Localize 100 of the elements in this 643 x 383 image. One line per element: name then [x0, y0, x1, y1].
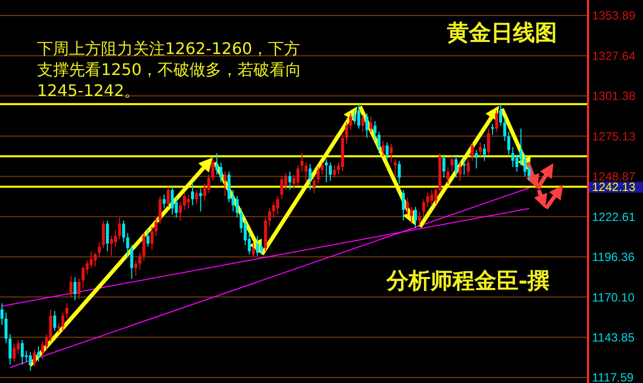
candlestick	[402, 189, 405, 222]
candlestick	[134, 260, 138, 276]
candlestick	[308, 163, 312, 190]
candlestick	[114, 229, 118, 248]
candlestick	[378, 131, 381, 154]
candlestick	[199, 188, 202, 212]
candlestick	[426, 192, 430, 208]
candlestick	[495, 110, 498, 132]
candlestick	[491, 124, 494, 136]
candlestick	[36, 346, 40, 362]
candlestick	[450, 156, 454, 172]
candlestick	[470, 142, 474, 162]
candlestick	[398, 160, 401, 184]
candlestick	[195, 189, 198, 204]
candlestick	[446, 166, 450, 184]
candlestick	[32, 348, 36, 367]
candlestick	[126, 232, 130, 258]
annotation: 下周上方阻力关注1262-1260，下方	[37, 39, 300, 58]
y-tick-label: 1196.36	[592, 250, 635, 264]
candlestick	[515, 154, 518, 172]
candlestick	[434, 186, 438, 204]
candlestick	[49, 308, 52, 342]
candlestick	[162, 194, 166, 209]
candlestick	[94, 252, 97, 268]
candlestick	[300, 152, 304, 172]
candlestick	[154, 217, 158, 236]
candlestick	[178, 202, 182, 222]
candlestick	[0, 302, 4, 326]
candlestick	[90, 250, 93, 269]
candlestick	[268, 208, 272, 228]
candlestick	[69, 275, 72, 298]
candlestick	[158, 196, 162, 224]
candlestick	[422, 198, 426, 218]
candlestick	[523, 154, 526, 177]
candlestick	[394, 158, 397, 177]
candlestick	[252, 243, 255, 258]
candlestick	[41, 341, 44, 359]
candlestick	[328, 162, 332, 182]
candlestick	[466, 158, 470, 177]
text: 黄金日线图	[446, 20, 557, 46]
candlestick	[106, 220, 109, 252]
candlestick	[458, 162, 462, 182]
candlestick	[256, 235, 259, 256]
candlestick	[430, 189, 434, 206]
candlestick	[186, 194, 190, 209]
candlestick	[474, 150, 478, 170]
candlestick	[418, 210, 422, 226]
candlestick	[304, 162, 308, 183]
candlestick	[138, 252, 142, 270]
candlestick	[276, 196, 280, 215]
candlestick	[170, 184, 174, 215]
candlestick	[320, 162, 324, 176]
candlestick	[316, 166, 320, 184]
candlestick	[519, 128, 522, 166]
candlestick	[499, 104, 502, 126]
candlestick	[215, 152, 218, 176]
y-tick-label: 1222.61	[592, 210, 636, 224]
candlestick	[507, 131, 510, 156]
candlestick	[146, 229, 150, 248]
candlestick	[16, 340, 20, 354]
candlestick	[57, 322, 60, 333]
candlestick	[28, 352, 32, 372]
candlestick	[223, 171, 226, 197]
candlestick	[288, 171, 292, 190]
candlestick	[462, 158, 466, 176]
candlestick	[482, 144, 486, 162]
y-tick-label: 1301.38	[592, 89, 636, 104]
candlestick	[191, 183, 194, 206]
candlestick	[4, 312, 8, 344]
y-tick-label: 1275.13	[592, 129, 636, 144]
candlestick	[166, 186, 170, 208]
annotation: 分析师程金臣-撰	[385, 268, 550, 294]
candlestick	[280, 176, 284, 200]
candlestick	[102, 220, 105, 249]
candlestick	[353, 110, 356, 125]
candlestick	[349, 112, 352, 131]
candlestick	[150, 226, 154, 250]
candlestick	[82, 266, 85, 289]
candlestick	[20, 340, 24, 366]
y-tick-label: 1143.85	[592, 330, 635, 344]
candlestick	[219, 162, 222, 183]
y-tick-label: 1353.89	[592, 8, 636, 23]
candlestick	[182, 192, 186, 210]
candlestick	[386, 142, 389, 160]
candlestick	[65, 302, 68, 320]
candlestick	[78, 278, 81, 300]
candlestick	[357, 104, 360, 130]
candlestick	[312, 177, 316, 194]
candlestick	[236, 196, 239, 218]
candlestick	[511, 146, 514, 168]
candlestick	[345, 122, 348, 145]
candlestick	[390, 144, 393, 163]
annotation: 支撑先看1250，不破做多，若破看向	[37, 60, 302, 79]
candlestick	[365, 112, 368, 138]
candlestick	[12, 342, 16, 362]
candlestick	[73, 276, 76, 301]
candlestick	[410, 206, 413, 224]
candlestick	[414, 206, 418, 229]
y-tick-label: 1170.10	[592, 290, 635, 304]
annotation: 1245-1242。	[37, 81, 140, 100]
